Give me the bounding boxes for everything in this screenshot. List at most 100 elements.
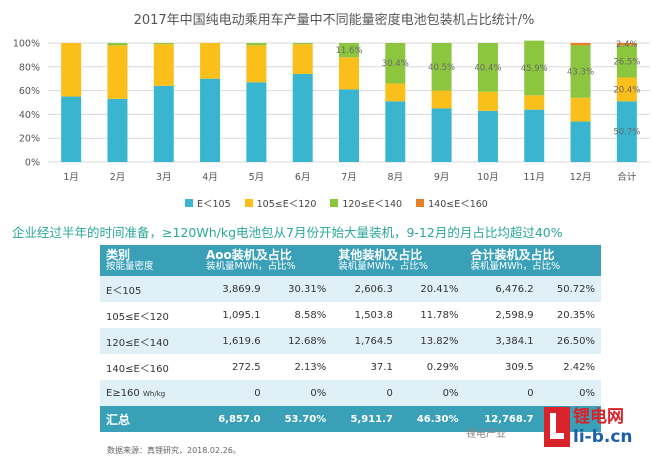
table-header-row: 类别 按能量密度 Aoo装机及占比 装机量MWh，占比% 其他装机及占比 装机量MWh…	[100, 245, 601, 276]
data-label: 20.4%	[613, 85, 640, 95]
bar-segment	[524, 109, 545, 162]
bar-segment	[107, 43, 128, 46]
aoo-pct-cell: 8.58%	[294, 309, 327, 321]
data-label: 11.6%	[335, 46, 362, 56]
legend-swatch	[416, 199, 425, 207]
table-row: E＜105 3,869.9 30.31% 2,606.3 20.41% 6,47…	[100, 276, 601, 302]
bar-segment	[385, 83, 406, 102]
header-sub: 装机量MWh，占比%	[470, 260, 561, 272]
y-tick-label: 100%	[13, 39, 40, 50]
data-label: 30.4%	[382, 59, 409, 69]
table-row: 105≤E＜120 1,095.1 8.58% 1,503.8 11.78% 2…	[100, 302, 601, 328]
bar-segment	[385, 43, 406, 84]
site-logo: 锂电网 li-b.cn	[544, 407, 633, 447]
row-label: 140≤E＜160	[106, 363, 169, 375]
bar-segment	[339, 57, 359, 90]
bar-segment	[107, 45, 128, 99]
legend-label: 105≤E＜120	[256, 199, 317, 210]
data-label: 40.4%	[474, 63, 501, 73]
total-mwh-cell: 2,598.9	[495, 309, 534, 321]
x-tick-label: 10月	[477, 172, 499, 183]
row-label: 105≤E＜120	[106, 311, 169, 323]
y-tick-label: 20%	[19, 134, 40, 145]
bar-segment	[292, 73, 313, 162]
bar-segment	[477, 43, 498, 92]
logo-text: 锂电网 li-b.cn	[573, 407, 633, 447]
total-mwh-cell: 309.5	[504, 361, 534, 373]
x-tick-label: 4月	[202, 172, 218, 183]
bar-segment	[431, 90, 452, 109]
bar-segment	[570, 43, 591, 46]
aoo-pct-cell: 0%	[310, 387, 327, 399]
legend-item-e-lt-105: E＜105	[185, 196, 231, 210]
aoo-mwh-cell: 0	[254, 387, 261, 399]
headline: 企业经过半年的时间准备，≥120Wh/kg电池包从7月份开始大量装机，9-12月…	[12, 225, 563, 240]
header-other: 其他装机及占比 装机量MWh，占比%	[332, 245, 465, 276]
bar-segment	[616, 45, 637, 78]
header-main: 合计装机及占比	[470, 247, 555, 262]
aoo-pct-cell: 12.68%	[288, 335, 327, 347]
data-label: 50.7%	[613, 128, 640, 138]
header-total: 合计装机及占比 装机量MWh，占比%	[464, 245, 601, 276]
legend-label: E＜105	[197, 199, 231, 210]
header-category: 类别 按能量密度	[100, 245, 200, 276]
bar-segment	[292, 43, 313, 45]
other-mwh-cell: 0	[386, 387, 393, 399]
total-mwh-cell: 6,476.2	[495, 283, 534, 295]
x-tick-label: 9月	[434, 172, 450, 183]
bar-segment	[477, 110, 498, 162]
total-pct-cell: 26.50%	[556, 335, 595, 347]
bar-segment	[431, 43, 452, 91]
installation-table: 类别 按能量密度 Aoo装机及占比 装机量MWh，占比% 其他装机及占比 装机量MWh…	[100, 245, 601, 432]
data-label: 40.5%	[428, 63, 455, 73]
other-mwh-cell: 37.1	[370, 361, 393, 373]
legend-swatch	[185, 199, 193, 207]
data-source-note: 数据来源：真锂研究，2018.02.26。	[107, 446, 241, 455]
other-mwh-cell: 1,503.8	[354, 309, 393, 321]
table-row: E≥160 Wh/kg 0 0% 0 0% 0 0%	[100, 380, 601, 406]
bar-segment	[200, 78, 221, 162]
header-main: 其他装机及占比	[338, 247, 423, 262]
header-main: 类别	[106, 247, 131, 262]
other-pct-cell: 46.30%	[398, 406, 465, 432]
row-label-text: E≥160	[106, 387, 140, 399]
bar-segment	[385, 101, 406, 162]
aoo-pct-cell: 2.13%	[294, 361, 327, 373]
x-tick-label: 5月	[249, 172, 265, 183]
table-row: 120≤E＜140 1,619.6 12.68% 1,764.5 13.82% …	[100, 328, 601, 354]
bar-segment	[616, 101, 637, 162]
x-tick-label: 11月	[523, 172, 545, 183]
total-pct-cell: 20.35%	[556, 309, 595, 321]
bar-segment	[570, 97, 591, 122]
legend-label: 120≤E＜140	[342, 199, 403, 210]
bar-segment	[339, 89, 359, 162]
total-mwh-cell: 3,384.1	[495, 335, 534, 347]
aoo-mwh-cell: 1,095.1	[222, 309, 261, 321]
data-label: 43.3%	[567, 68, 594, 78]
other-pct-cell: 20.41%	[420, 283, 459, 295]
aoo-mwh-cell: 1,619.6	[222, 335, 261, 347]
other-mwh-cell: 5,911.7	[332, 406, 399, 432]
other-pct-cell: 13.82%	[420, 335, 459, 347]
x-tick-label: 7月	[341, 172, 357, 183]
header-aoo: Aoo装机及占比 装机量MWh，占比%	[200, 245, 333, 276]
table-row: 140≤E＜160 272.5 2.13% 37.1 0.29% 309.5 2…	[100, 354, 601, 380]
table-total-row: 汇总 6,857.0 53.70% 5,911.7 46.30% 12,768.…	[100, 406, 601, 432]
other-mwh-cell: 1,764.5	[354, 335, 393, 347]
row-label: E≥160 Wh/kg	[100, 380, 200, 406]
stacked-bar-chart: 0% 20% 40% 60% 80% 100% 1月 2月 3月 4月 5月 6月 7月 8月 9月 10月 1…	[13, 39, 650, 183]
total-mwh-cell: 0	[527, 387, 534, 399]
bar-segment	[477, 91, 498, 111]
header-sub: 装机量MWh，占比%	[206, 260, 296, 272]
bar-segment	[524, 95, 545, 110]
bar-segment	[61, 43, 82, 97]
bar-segment	[246, 43, 267, 46]
aoo-mwh-cell: 3,869.9	[222, 283, 261, 295]
total-pct-cell: 50.72%	[556, 283, 595, 295]
x-tick-label: 12月	[570, 172, 592, 183]
bar-segment	[431, 108, 452, 162]
x-tick-label: 8月	[388, 172, 404, 183]
data-label: 45.9%	[521, 64, 548, 74]
data-label: 26.5%	[613, 57, 640, 67]
bar-segment	[616, 43, 637, 46]
